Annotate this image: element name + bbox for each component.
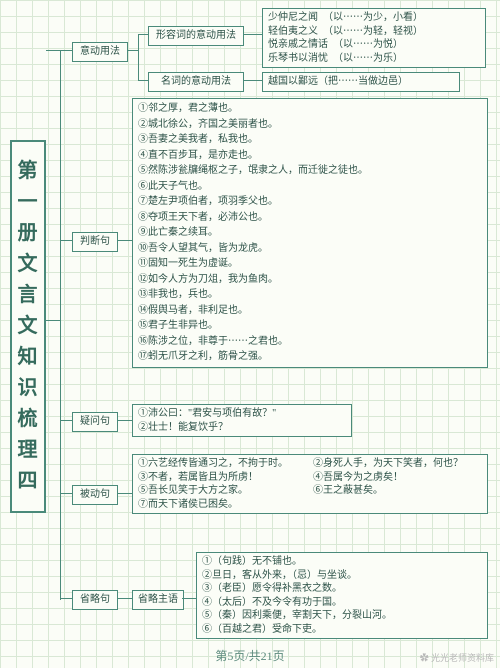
item: ⑫如今人方为刀俎，我为鱼肉。 — [138, 272, 482, 288]
item: ⑰蚓无爪牙之利，筋骨之强。 — [138, 349, 482, 365]
main-title: 第一册文言文知识梳理四 — [10, 140, 46, 513]
connector — [60, 50, 72, 51]
item: ④直不百步耳，是亦走也。 — [138, 148, 482, 164]
section-yiwen-label: 疑问句 — [72, 412, 118, 432]
item: ⑥王之蔽甚矣。 — [313, 484, 482, 498]
item: ②壮士！能复饮乎？ — [138, 421, 346, 435]
connector — [182, 598, 196, 599]
sub-adj-yidong: 形容词的意动用法 — [148, 26, 244, 46]
item: ①六艺经传皆通习之，不拘于时。 — [138, 457, 307, 471]
connector — [60, 240, 72, 241]
item: ⑨此亡秦之续耳。 — [138, 225, 482, 241]
item: ②旦日，客从外来，（忌）与坐谈。 — [202, 569, 482, 583]
item: ⑯陈涉之位，非尊于⋯⋯之君也。 — [138, 334, 482, 350]
sub-shenglue-zhuyu: 省略主语 — [132, 590, 184, 610]
watermark: ✿ 光光老师资料库 — [420, 651, 494, 664]
item: ⑤（秦）因利乘便，宰割天下，分裂山河。 — [202, 609, 482, 623]
connector — [118, 420, 132, 421]
item: ⑬非我也，兵也。 — [138, 287, 482, 303]
item: ④（太后）不及今令有功于国。 — [202, 596, 482, 610]
connector — [138, 34, 139, 80]
connector — [138, 80, 148, 81]
item: ⑭假舆马者，非利足也。 — [138, 303, 482, 319]
section-panduan-label: 判断句 — [72, 232, 118, 252]
connector — [60, 420, 72, 421]
connector — [128, 50, 138, 51]
item: ⑥此天子气也。 — [138, 179, 482, 195]
panduan-items: ①邻之厚，君之薄也。 ②城北徐公，齐国之美丽者也。 ③吾妻之美我者，私我也。 ④… — [132, 98, 488, 368]
section-yidong-label: 意动用法 — [72, 42, 128, 62]
item: ⑥（百越之君）受命下吏。 — [202, 623, 482, 637]
adj-yidong-items: 少仲尼之闻 （以⋯⋯为少，小看） 轻伯夷之义 （以⋯⋯为轻，轻视） 悦亲戚之情话… — [262, 8, 486, 68]
connector — [60, 493, 72, 494]
noun-yidong-item: 越国以鄙远（把⋯⋯当做边邑） — [262, 72, 460, 92]
connector — [244, 80, 262, 81]
connector — [60, 598, 72, 599]
item: ⑦而天下诸侯已困矣。 — [138, 498, 307, 512]
sub-noun-yidong: 名词的意动用法 — [148, 72, 244, 92]
item: ①邻之厚，君之薄也。 — [138, 101, 482, 117]
item: ⑮君子生非异也。 — [138, 318, 482, 334]
item: ③不者，若属皆且为所虏！ — [138, 471, 307, 485]
connector — [244, 34, 262, 35]
item: ③吾妻之美我者，私我也。 — [138, 132, 482, 148]
item: ③（老臣）愿令得补黑衣之数。 — [202, 582, 482, 596]
item: ①沛公曰："君安与项伯有故？" — [138, 407, 346, 421]
item: ②城北徐公，齐国之美丽者也。 — [138, 117, 482, 133]
connector — [46, 320, 60, 321]
beidong-items: ①六艺经传皆通习之，不拘于时。 ③不者，若属皆且为所虏！ ⑤吾长见笑于大方之家。… — [132, 454, 488, 514]
connector — [118, 240, 132, 241]
item: ⑤吾长见笑于大方之家。 — [138, 484, 307, 498]
item: ⑦楚左尹项伯者，项羽季父也。 — [138, 194, 482, 210]
yiwen-items: ①沛公曰："君安与项伯有故？" ②壮士！能复饮乎？ — [132, 404, 352, 437]
connector — [138, 34, 148, 35]
connector — [60, 50, 61, 600]
item: ⑤然陈涉瓮牖绳枢之子，氓隶之人，而迁徙之徒也。 — [138, 163, 482, 179]
section-beidong-label: 被动句 — [72, 485, 118, 505]
item: ④吾属今为之虏矣！ — [313, 471, 482, 485]
section-shenglue-label: 省略句 — [72, 590, 118, 610]
item: 少仲尼之闻 （以⋯⋯为少，小看） — [268, 11, 480, 25]
item: 乐琴书以消忧 （以⋯⋯为乐） — [268, 52, 480, 66]
connector — [46, 50, 60, 51]
connector — [118, 598, 132, 599]
item: ⑩吾令人望其气，皆为龙虎。 — [138, 241, 482, 257]
item: ②身死人手，为天下笑者，何也？ — [313, 457, 482, 471]
item: 悦亲戚之情话 （以⋯⋯为悦） — [268, 38, 480, 52]
connector — [118, 493, 132, 494]
item: 轻伯夷之义 （以⋯⋯为轻，轻视） — [268, 25, 480, 39]
item: ⑪固知一死生为虚诞。 — [138, 256, 482, 272]
item: ①（句践）无不铺也。 — [202, 555, 482, 569]
item: ⑧夺项王天下者，必沛公也。 — [138, 210, 482, 226]
shenglue-items: ①（句践）无不铺也。 ②旦日，客从外来，（忌）与坐谈。 ③（老臣）愿令得补黑衣之… — [196, 552, 488, 639]
